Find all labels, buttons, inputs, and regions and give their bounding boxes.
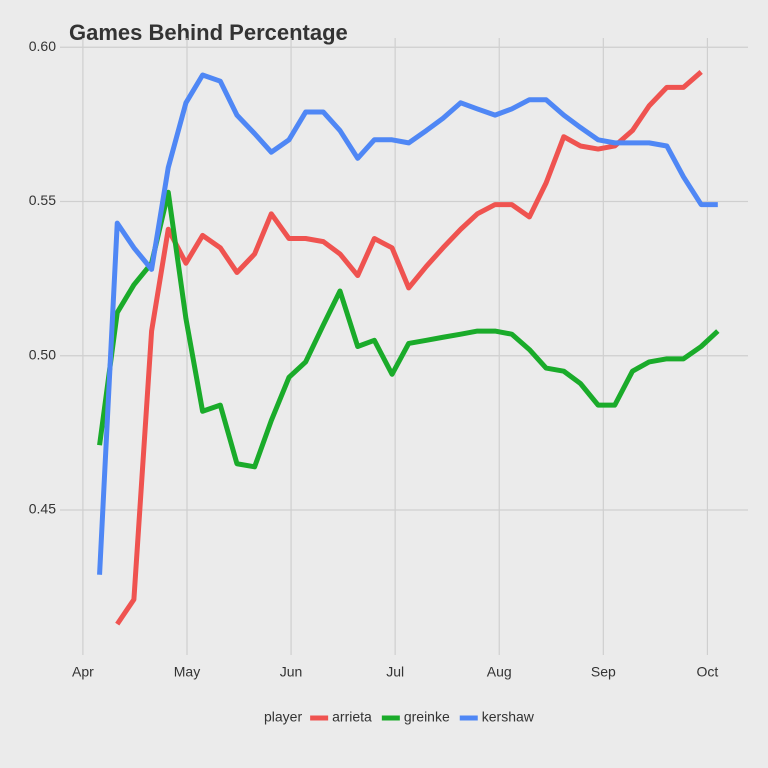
x-tick-label: Jul [386,664,404,680]
line [97,72,718,575]
chart-title: Games Behind Percentage [69,20,348,45]
x-tick-label: Oct [697,664,719,680]
x-tick-label: Sep [591,664,616,680]
x-tick-label: May [174,664,200,680]
x-tick-label: Jun [280,664,303,680]
legend-label: greinke [404,709,450,725]
y-tick-label: 0.60 [29,38,56,54]
line [115,70,703,626]
y-tick-label: 0.55 [29,192,56,208]
legend-label: arrieta [332,709,372,725]
line [97,189,720,470]
x-tick-label: Aug [487,664,512,680]
legend-label: kershaw [482,709,535,725]
y-tick-label: 0.50 [29,346,56,362]
legend-title: player [264,709,302,725]
x-tick-label: Apr [72,664,94,680]
y-tick-label: 0.45 [29,501,56,517]
